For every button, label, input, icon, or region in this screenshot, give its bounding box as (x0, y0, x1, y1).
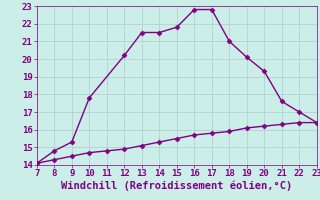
X-axis label: Windchill (Refroidissement éolien,°C): Windchill (Refroidissement éolien,°C) (61, 181, 292, 191)
